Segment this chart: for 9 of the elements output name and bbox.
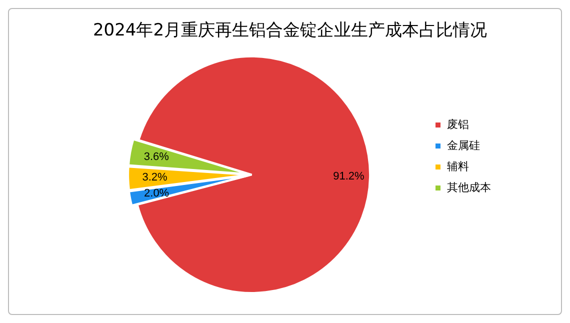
legend-label: 其他成本: [447, 180, 491, 194]
legend-label: 辅料: [447, 160, 469, 173]
legend-label: 金属硅: [447, 138, 480, 152]
data-label: 2.0%: [144, 187, 170, 200]
legend-label: 废铝: [447, 118, 469, 131]
chart-title: 2024年2月重庆再生铝合金锭企业生产成本占比情况: [92, 20, 488, 41]
data-label: 91.2%: [333, 170, 365, 183]
data-label: 3.6%: [144, 151, 170, 164]
data-label: 3.2%: [142, 172, 168, 184]
